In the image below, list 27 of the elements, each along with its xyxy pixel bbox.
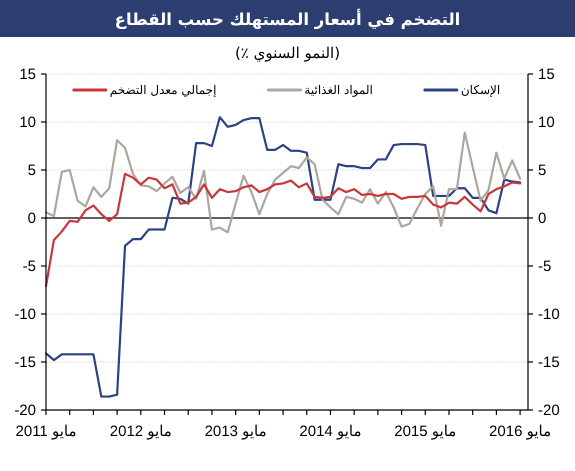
y2-tick-label: 5 [538,162,546,179]
y-tick-label: 5 [28,162,36,179]
y-tick-label: 0 [28,210,36,227]
y-tick-label: -20 [14,402,36,419]
x-tick-label: مايو 2012 [110,423,172,440]
y-tick-label: -10 [14,306,36,323]
chart-subtitle: (النمو السنوي ٪) [234,44,340,62]
y-tick-label: 15 [19,66,36,83]
x-tick-label: مايو 2011 [16,423,76,440]
legend-label: الإسكان [460,83,500,97]
y2-tick-label: -5 [538,258,552,275]
y2-tick-label: -15 [538,354,560,371]
y2-tick-label: 15 [538,66,555,83]
x-tick-label: مايو 2014 [299,423,362,440]
y2-tick-label: -10 [538,306,560,323]
y-tick-label: -15 [14,354,36,371]
legend-label: إجمالي معدل التضخم [110,83,216,97]
x-tick-label: مايو 2016 [489,423,552,440]
y-tick-label: 10 [19,114,36,131]
y2-tick-label: -20 [538,402,560,419]
x-tick-label: مايو 2015 [394,423,456,440]
y2-tick-label: 0 [538,210,546,227]
y2-tick-label: 10 [538,114,555,131]
x-tick-label: مايو 2013 [204,423,267,440]
legend-label: المواد الغذائية [304,83,373,97]
y-tick-label: -5 [22,258,36,275]
chart-title: التضخم في أسعار المستهلك حسب القطاع [114,8,460,30]
